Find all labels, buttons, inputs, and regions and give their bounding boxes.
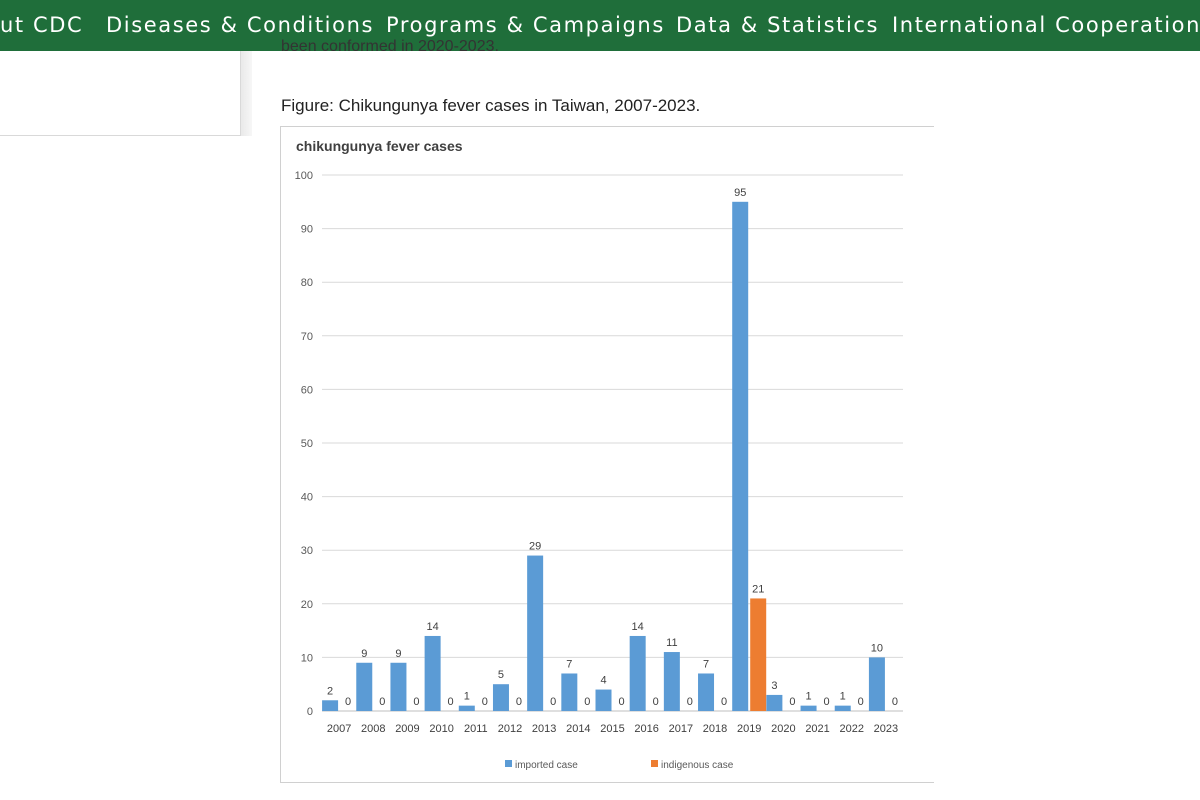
x-tick-label: 2010: [429, 723, 453, 735]
x-tick-label: 2011: [464, 723, 488, 735]
data-label-imported: 2: [327, 685, 333, 697]
nav-item-about-cdc[interactable]: ut CDC: [0, 13, 84, 37]
figure-caption: Figure: Chikungunya fever cases in Taiwa…: [281, 96, 701, 115]
chart-frame: [280, 126, 934, 783]
y-tick-label: 100: [295, 170, 313, 182]
x-tick-label: 2014: [566, 723, 590, 735]
y-tick-label: 90: [301, 224, 313, 236]
bar-imported: [766, 694, 783, 711]
bar-imported: [492, 684, 509, 711]
bar-imported: [868, 657, 885, 711]
nav-item-programs[interactable]: Programs & Campaigns: [386, 13, 665, 37]
bar-imported: [390, 662, 407, 711]
data-label-indigenous: 0: [687, 696, 693, 708]
data-label-imported: 14: [632, 621, 644, 633]
y-tick-label: 70: [301, 331, 313, 343]
x-tick-label: 2007: [327, 723, 351, 735]
data-label-indigenous: 21: [752, 583, 764, 595]
x-tick-label: 2012: [498, 723, 522, 735]
data-label-indigenous: 0: [823, 696, 829, 708]
y-tick-label: 30: [301, 545, 313, 557]
data-label-indigenous: 0: [858, 696, 864, 708]
top-navigation: ut CDC Diseases & Conditions Programs & …: [0, 0, 1200, 51]
article-paragraph-tail: been conformed in 2020-2023.: [281, 38, 499, 55]
data-label-indigenous: 0: [482, 696, 488, 708]
data-label-indigenous: 0: [892, 696, 898, 708]
data-label-imported: 1: [464, 691, 470, 703]
data-label-indigenous: 0: [345, 696, 351, 708]
data-label-indigenous: 0: [584, 696, 590, 708]
data-label-imported: 10: [871, 642, 883, 654]
y-tick-label: 40: [301, 492, 313, 504]
data-label-imported: 11: [666, 637, 677, 649]
data-label-imported: 4: [600, 675, 606, 687]
x-tick-label: 2013: [532, 723, 556, 735]
x-tick-label: 2022: [839, 723, 863, 735]
nav-item-diseases[interactable]: Diseases & Conditions: [106, 13, 375, 37]
data-label-imported: 9: [395, 648, 401, 660]
legend-swatch: [505, 760, 512, 767]
data-label-indigenous: 0: [653, 696, 659, 708]
bar-imported: [629, 635, 646, 711]
data-label-imported: 1: [840, 691, 846, 703]
sidebar-panel: [0, 51, 241, 136]
legend-label: indigenous case: [661, 760, 734, 771]
data-label-imported: 29: [529, 541, 541, 553]
bar-imported: [663, 652, 680, 711]
data-label-imported: 7: [566, 658, 572, 670]
data-label-indigenous: 0: [379, 696, 385, 708]
bar-imported: [458, 705, 475, 711]
bar-imported: [424, 635, 441, 711]
y-tick-label: 20: [301, 599, 313, 611]
x-tick-label: 2017: [669, 723, 693, 735]
bar-imported: [527, 555, 544, 711]
x-tick-label: 2016: [634, 723, 658, 735]
x-tick-label: 2015: [600, 723, 624, 735]
data-label-imported: 9: [361, 648, 367, 660]
data-label-imported: 3: [771, 680, 777, 692]
bar-imported: [561, 673, 578, 711]
y-tick-label: 10: [301, 652, 313, 664]
sidebar-divider: [241, 51, 252, 136]
chart-title: chikungunya fever cases: [296, 138, 463, 154]
bar-imported: [356, 662, 373, 711]
y-tick-label: 50: [301, 438, 313, 450]
legend-label: imported case: [515, 760, 578, 771]
data-label-imported: 5: [498, 669, 504, 681]
legend-swatch: [651, 760, 658, 767]
data-label-imported: 7: [703, 658, 709, 670]
data-label-imported: 95: [734, 187, 746, 199]
data-label-indigenous: 0: [789, 696, 795, 708]
y-tick-label: 80: [301, 277, 313, 289]
x-tick-label: 2023: [874, 723, 898, 735]
bar-imported: [322, 700, 339, 711]
data-label-indigenous: 0: [448, 696, 454, 708]
x-tick-label: 2008: [361, 723, 385, 735]
y-tick-label: 0: [307, 706, 313, 718]
bar-imported: [732, 201, 749, 712]
data-label-imported: 1: [805, 691, 811, 703]
data-label-indigenous: 0: [550, 696, 556, 708]
bar-imported: [698, 673, 715, 711]
x-tick-label: 2018: [703, 723, 727, 735]
nav-item-data[interactable]: Data & Statistics: [676, 13, 880, 37]
nav-item-international[interactable]: International Cooperation: [892, 13, 1200, 37]
x-tick-label: 2021: [805, 723, 829, 735]
x-tick-label: 2020: [771, 723, 795, 735]
bar-indigenous: [750, 598, 767, 711]
data-label-indigenous: 0: [618, 696, 624, 708]
data-label-indigenous: 0: [721, 696, 727, 708]
y-tick-label: 60: [301, 384, 313, 396]
data-label-imported: 14: [426, 621, 438, 633]
x-tick-label: 2019: [737, 723, 761, 735]
bar-imported: [800, 705, 817, 711]
x-tick-label: 2009: [395, 723, 419, 735]
bar-imported: [595, 689, 612, 711]
bar-imported: [834, 705, 851, 711]
data-label-indigenous: 0: [516, 696, 522, 708]
data-label-indigenous: 0: [413, 696, 419, 708]
